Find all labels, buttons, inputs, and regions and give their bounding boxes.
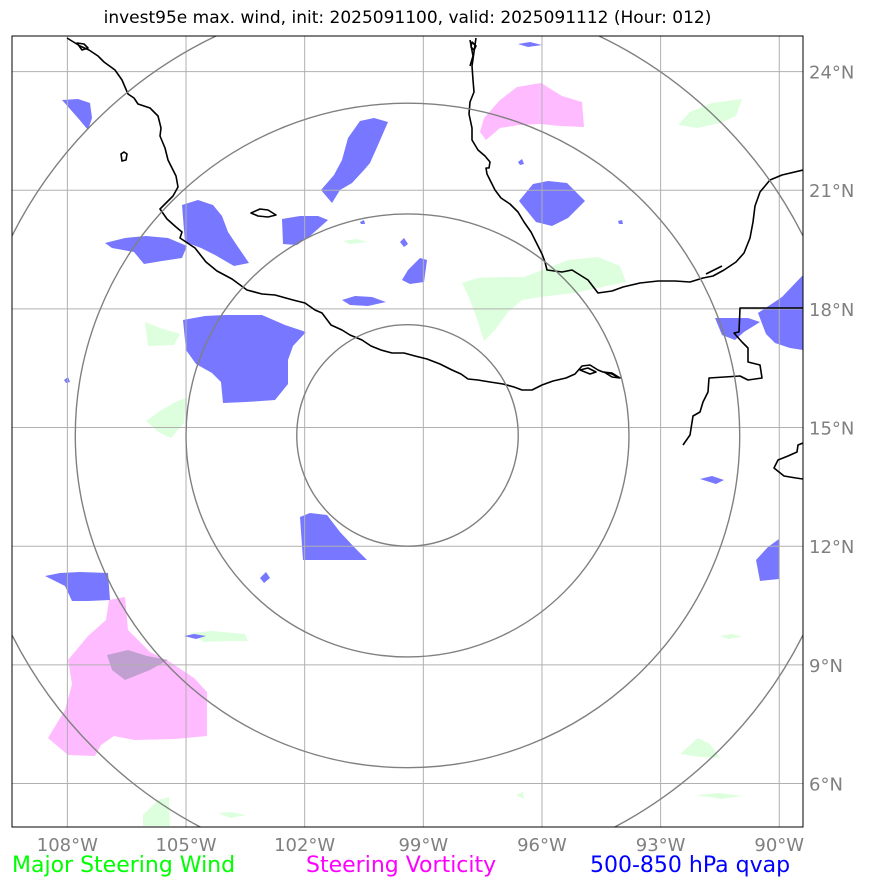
- longitude-tick-label: 99°W: [398, 835, 448, 856]
- qvap-region: [518, 42, 542, 47]
- gridlines: [12, 36, 803, 827]
- qvap-region: [182, 200, 249, 266]
- wind-region: [143, 797, 170, 826]
- latitude-tick-label: 9°N: [809, 656, 843, 677]
- qvap-region: [700, 476, 724, 484]
- qvap-region: [184, 634, 206, 639]
- steering-vorticity-regions: [48, 83, 584, 756]
- longitude-tick-label: 108°W: [37, 835, 98, 856]
- latitude-tick-label: 21°N: [809, 181, 854, 202]
- qvap-region: [244, 379, 268, 382]
- range-ring: [74, 102, 741, 769]
- qvap-region: [260, 572, 270, 583]
- island: [470, 41, 477, 51]
- qvap-region: [715, 318, 760, 340]
- longitude-tick-label: 96°W: [517, 835, 567, 856]
- island: [250, 208, 277, 218]
- latitude-tick-label: 15°N: [809, 419, 854, 440]
- longitude-tick-label: 93°W: [636, 835, 686, 856]
- qvap-regions: [45, 42, 803, 639]
- legend-steering-wind: Major Steering Wind: [12, 853, 236, 878]
- latitude-tick-label: 12°N: [809, 537, 854, 558]
- range-ring: [12, 36, 803, 827]
- range-ring: [296, 324, 519, 547]
- wind-region: [680, 738, 720, 758]
- international-border-east: [773, 442, 803, 480]
- wind-region: [218, 812, 246, 818]
- wind-region: [678, 99, 742, 128]
- wind-region: [343, 239, 368, 244]
- vorticity-region: [480, 83, 584, 140]
- wind-region: [190, 631, 248, 642]
- qvap-region: [62, 99, 92, 130]
- wind-region: [696, 793, 742, 799]
- longitude-tick-label: 90°W: [754, 835, 804, 856]
- pacific-coastline: [66, 37, 621, 391]
- range-rings: [12, 36, 803, 827]
- island: [579, 367, 597, 375]
- latitude-tick-label: 24°N: [809, 63, 854, 84]
- wind-region: [516, 792, 524, 799]
- longitude-tick-label: 102°W: [274, 835, 335, 856]
- legend-qvap: 500-850 hPa qvap: [590, 853, 791, 878]
- wind-region: [146, 398, 186, 438]
- latitude-tick-label: 18°N: [809, 300, 854, 321]
- qvap-region: [105, 236, 187, 264]
- wind-region: [720, 634, 742, 639]
- coastline: [66, 37, 803, 480]
- qvap-region: [183, 315, 306, 403]
- legend-steering-vorticity: Steering Vorticity: [306, 853, 497, 878]
- qvap-region: [618, 220, 623, 224]
- qvap-region: [300, 513, 367, 560]
- qvap-region: [400, 238, 408, 247]
- international-border: [682, 307, 803, 446]
- wind-region: [145, 322, 180, 346]
- yucatan-bay: [705, 265, 723, 275]
- island: [120, 151, 128, 162]
- qvap-region: [45, 572, 110, 601]
- steering-wind-regions: [143, 99, 742, 826]
- qvap-region: [360, 220, 365, 224]
- qvap-region: [342, 296, 386, 306]
- map-title: invest95e max. wind, init: 2025091100, v…: [103, 8, 712, 28]
- qvap-region: [756, 539, 779, 581]
- longitude-tick-labels: 108°W 105°W 102°W 99°W 96°W 93°W 90°W: [37, 835, 805, 856]
- island: [603, 371, 621, 379]
- longitude-tick-label: 105°W: [155, 835, 216, 856]
- axes-frame: [11, 35, 804, 828]
- qvap-region: [758, 275, 803, 350]
- qvap-region: [518, 159, 524, 165]
- qvap-region: [402, 258, 427, 284]
- qvap-region: [321, 118, 388, 203]
- latitude-tick-labels: 24°N 21°N 18°N 15°N 12°N 9°N 6°N: [809, 63, 854, 796]
- island: [76, 42, 89, 51]
- qvap-region: [519, 181, 585, 226]
- gulf-coastline: [468, 37, 803, 294]
- range-ring: [185, 213, 630, 658]
- latitude-tick-label: 6°N: [809, 774, 843, 795]
